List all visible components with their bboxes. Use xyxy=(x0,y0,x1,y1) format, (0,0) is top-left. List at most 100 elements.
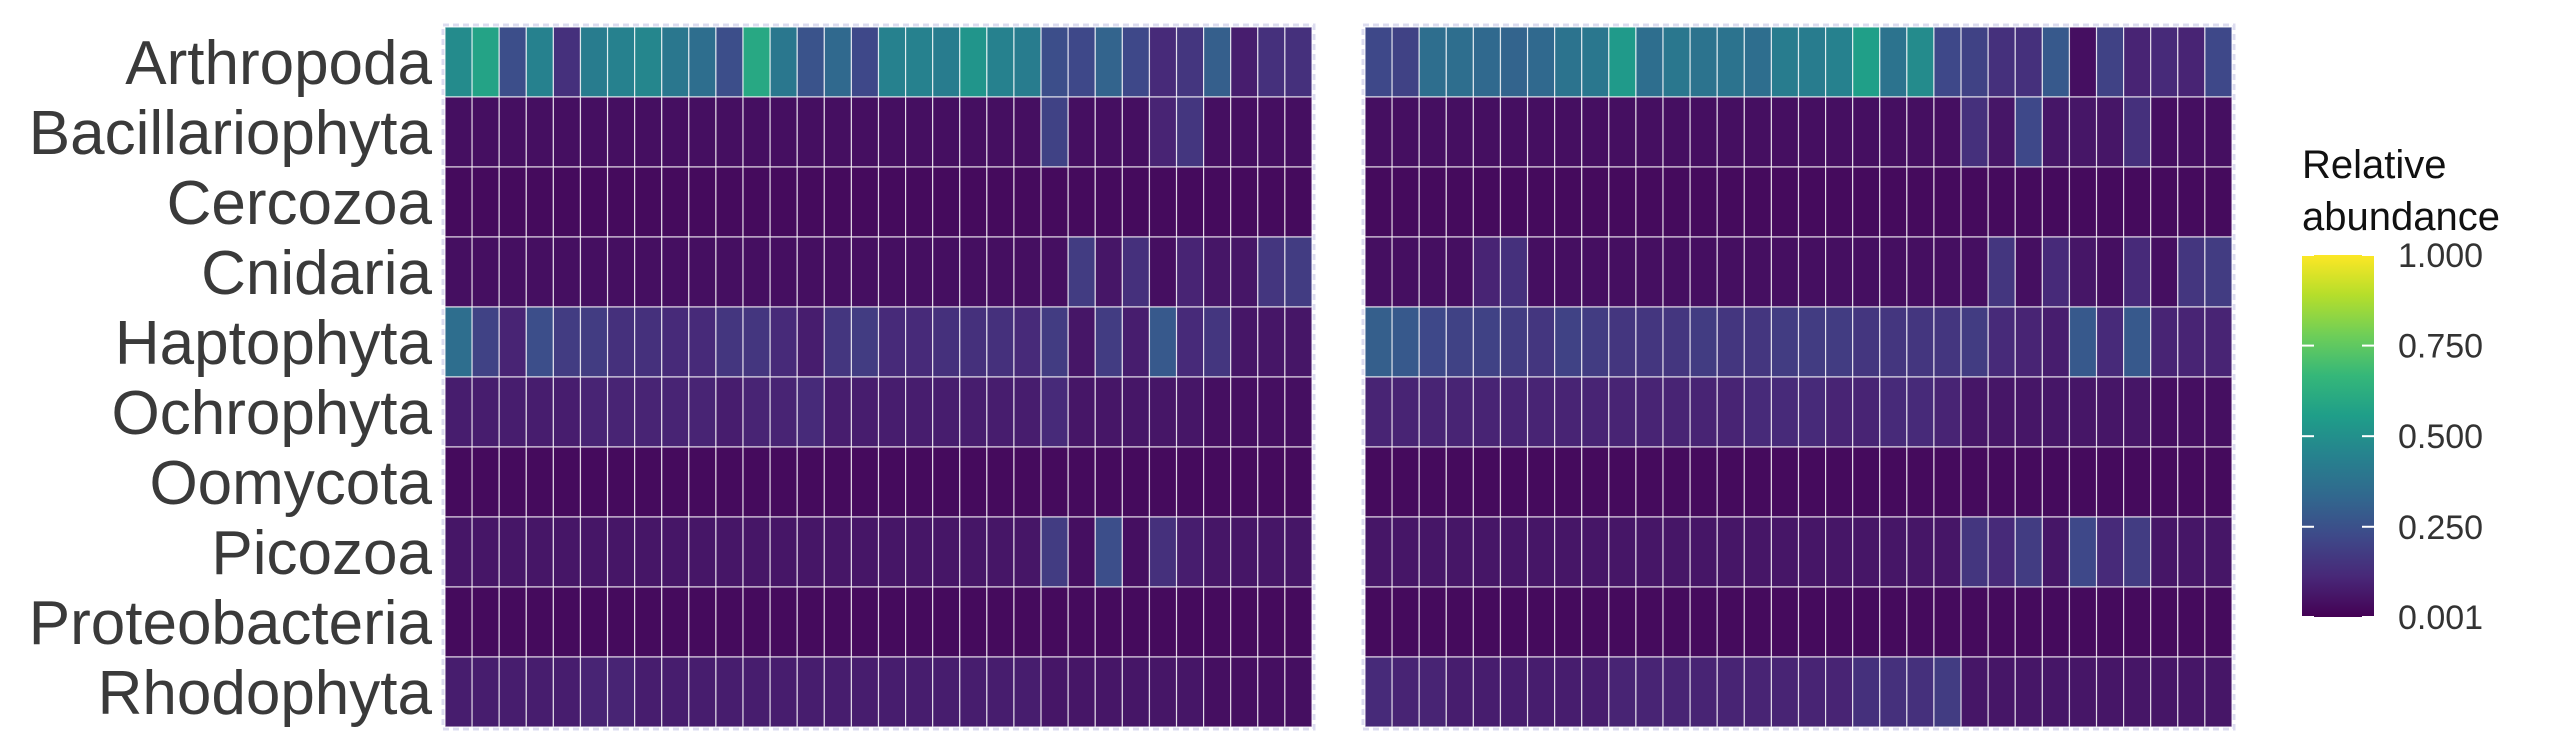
heatmap-cell xyxy=(1662,166,1691,238)
heatmap-cell xyxy=(525,96,554,168)
heatmap-cell xyxy=(1635,516,1664,588)
heatmap-cell xyxy=(1445,166,1474,238)
heatmap-cell xyxy=(634,306,663,378)
heatmap-cell xyxy=(444,376,473,448)
heatmap-cell xyxy=(1175,96,1205,168)
heatmap-cell xyxy=(1472,306,1502,378)
heatmap-cell xyxy=(1743,306,1773,378)
heatmap-cell xyxy=(1391,516,1420,588)
heatmap-cell xyxy=(1230,166,1259,238)
heatmap-cell xyxy=(2123,446,2152,518)
heatmap-cell xyxy=(1364,96,1393,168)
heatmap-cell xyxy=(742,166,771,238)
heatmap-cell xyxy=(1472,586,1502,658)
heatmap-cell xyxy=(2041,446,2071,518)
heatmap-cell xyxy=(1148,586,1178,658)
heatmap-cell xyxy=(1284,26,1313,98)
heatmap-cell xyxy=(1040,446,1069,518)
heatmap-cell xyxy=(877,656,907,728)
heatmap-cell xyxy=(1906,96,1935,168)
heatmap-cell xyxy=(1364,446,1393,518)
heatmap-cell xyxy=(2204,236,2233,308)
heatmap-cell xyxy=(1689,376,1718,448)
heatmap-cell xyxy=(634,96,663,168)
heatmap-cell xyxy=(525,306,554,378)
heatmap-cell xyxy=(1067,166,1096,238)
heatmap-cell xyxy=(1852,376,1881,448)
heatmap-cell xyxy=(904,26,934,98)
heatmap-cell xyxy=(2068,26,2098,98)
heatmap-cell xyxy=(2177,236,2206,308)
heatmap-cell xyxy=(1581,516,1610,588)
heatmap-cell xyxy=(471,26,500,98)
heatmap-cell xyxy=(1284,656,1313,728)
heatmap-cell xyxy=(1013,166,1042,238)
heatmap-cell xyxy=(1094,376,1123,448)
heatmap-cell xyxy=(1526,236,1556,308)
heatmap-cell xyxy=(2014,96,2043,168)
heatmap-cell xyxy=(796,446,825,518)
heatmap-cell xyxy=(1879,446,1908,518)
heatmap-cell xyxy=(1743,586,1773,658)
heatmap-cell xyxy=(1770,586,1800,658)
heatmap-cell xyxy=(661,236,690,308)
heatmap-cell xyxy=(606,586,636,658)
heatmap-cell xyxy=(1716,376,1745,448)
heatmap-cell xyxy=(1067,656,1096,728)
heatmap-cell xyxy=(1608,306,1637,378)
heatmap-cell xyxy=(2150,656,2179,728)
heatmap-cell xyxy=(1933,376,1962,448)
heatmap-cell xyxy=(1257,236,1286,308)
heatmap-cell xyxy=(1203,446,1232,518)
heatmap-cell xyxy=(932,96,961,168)
heatmap-cell xyxy=(1284,166,1313,238)
heatmap-cell xyxy=(769,516,798,588)
heatmap-cell xyxy=(1960,586,1989,658)
heatmap-cell xyxy=(1499,376,1529,448)
heatmap-cell xyxy=(2123,586,2152,658)
heatmap-cell xyxy=(2014,446,2043,518)
heatmap-cell xyxy=(1797,656,1827,728)
heatmap-cell xyxy=(1526,26,1556,98)
row-label: Proteobacteria xyxy=(29,589,433,658)
heatmap-cell xyxy=(904,446,934,518)
heatmap-cell xyxy=(1418,586,1447,658)
heatmap-cell xyxy=(932,26,961,98)
heatmap-cell xyxy=(2150,586,2179,658)
heatmap-cell xyxy=(1824,516,1854,588)
heatmap-cell xyxy=(1175,446,1205,518)
heatmap-cell xyxy=(444,166,473,238)
heatmap-cell xyxy=(1987,306,2016,378)
heatmap-cell xyxy=(1581,96,1610,168)
heatmap-cell xyxy=(904,516,934,588)
heatmap-cell xyxy=(2014,516,2043,588)
heatmap-cell xyxy=(552,236,582,308)
heatmap-cell xyxy=(1608,26,1637,98)
heatmap-cell xyxy=(850,96,880,168)
heatmap-cell xyxy=(877,516,907,588)
heatmap-cell xyxy=(1824,96,1854,168)
heatmap-cell xyxy=(1933,586,1962,658)
heatmap-cell xyxy=(1879,656,1908,728)
heatmap-cell xyxy=(986,236,1015,308)
heatmap-cell xyxy=(1040,376,1069,448)
heatmap-cell xyxy=(1770,306,1800,378)
heatmap-cell xyxy=(823,236,853,308)
heatmap-cell xyxy=(471,656,500,728)
heatmap-cell xyxy=(1960,166,1989,238)
heatmap-cell xyxy=(1257,96,1286,168)
heatmap-cell xyxy=(796,376,825,448)
heatmap-cell xyxy=(1635,236,1664,308)
heatmap-cell xyxy=(2068,586,2098,658)
legend-title: abundance xyxy=(2302,195,2500,239)
heatmap-cell xyxy=(1040,656,1069,728)
heatmap-cell xyxy=(715,166,744,238)
heatmap-cell xyxy=(1067,516,1096,588)
heatmap-cell xyxy=(1230,656,1259,728)
heatmap-cell xyxy=(1526,306,1556,378)
heatmap-cell xyxy=(823,96,853,168)
heatmap-cell xyxy=(2014,236,2043,308)
heatmap-cell xyxy=(959,656,988,728)
heatmap-cell xyxy=(1581,236,1610,308)
heatmap-cell xyxy=(661,446,690,518)
